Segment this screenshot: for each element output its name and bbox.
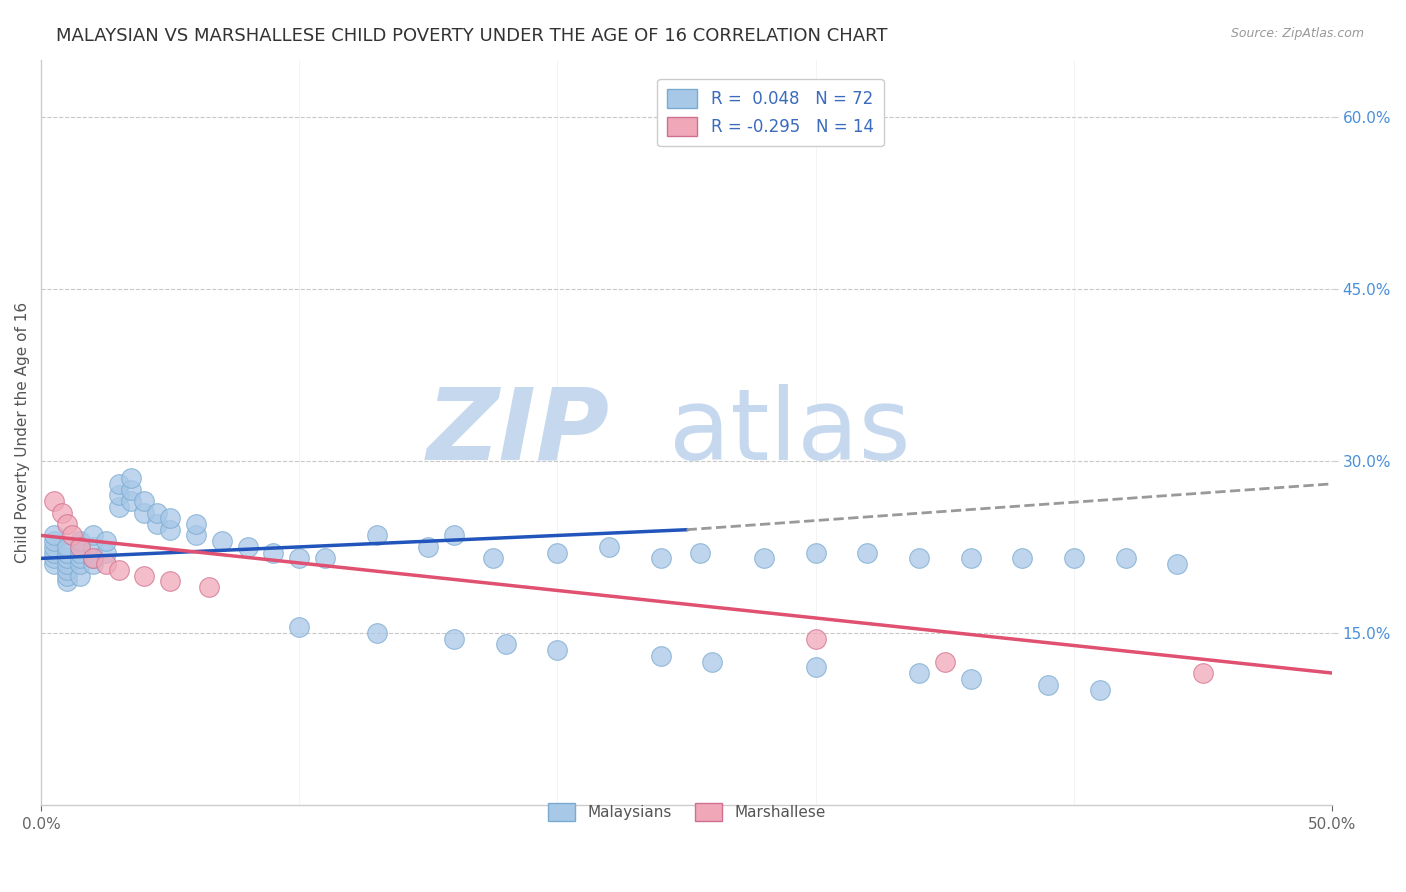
Point (69, 540, 91, 554)
Point (42, 557, 65, 571)
Point (1088, 683, 1111, 698)
Point (146, 506, 169, 520)
Point (443, 632, 465, 646)
Point (482, 551, 505, 566)
Point (689, 546, 711, 560)
Point (82, 557, 104, 571)
Point (107, 500, 129, 514)
Point (1036, 677, 1059, 691)
Point (69, 546, 91, 560)
Point (288, 551, 311, 566)
Point (314, 551, 336, 566)
Point (42, 551, 65, 566)
Point (184, 516, 207, 531)
Point (598, 540, 620, 554)
Point (69, 568, 91, 582)
Point (959, 551, 981, 566)
Point (107, 563, 129, 577)
Point (908, 666, 931, 681)
Point (56, 568, 79, 582)
Point (547, 643, 569, 657)
Text: Source: ZipAtlas.com: Source: ZipAtlas.com (1230, 27, 1364, 40)
Point (146, 516, 169, 531)
Point (82, 528, 104, 542)
Point (56, 574, 79, 589)
Point (121, 494, 143, 508)
Point (94, 546, 117, 560)
Point (42, 540, 65, 554)
Text: atlas: atlas (669, 384, 911, 481)
Point (418, 540, 440, 554)
Point (82, 540, 104, 554)
Point (56, 540, 79, 554)
Point (804, 546, 827, 560)
Point (82, 551, 104, 566)
Point (702, 655, 724, 669)
Point (56, 557, 79, 571)
Point (1011, 551, 1033, 566)
Point (56, 516, 79, 531)
Point (908, 551, 931, 566)
Point (366, 528, 388, 542)
Point (650, 648, 672, 663)
Point (56, 551, 79, 566)
Text: MALAYSIAN VS MARSHALLESE CHILD POVERTY UNDER THE AGE OF 16 CORRELATION CHART: MALAYSIAN VS MARSHALLESE CHILD POVERTY U… (56, 27, 887, 45)
Point (1192, 666, 1215, 681)
Point (211, 534, 233, 549)
Point (121, 483, 143, 497)
Point (366, 626, 388, 640)
Point (159, 511, 181, 525)
Point (42, 494, 65, 508)
Point (752, 551, 775, 566)
Legend: Malaysians, Marshallese: Malaysians, Marshallese (541, 797, 832, 827)
Point (184, 528, 207, 542)
Point (121, 471, 143, 485)
Point (134, 494, 156, 508)
Point (1166, 557, 1188, 571)
Point (107, 476, 129, 491)
Point (107, 488, 129, 502)
Point (94, 534, 117, 549)
Point (934, 655, 956, 669)
Point (650, 551, 672, 566)
Point (159, 574, 181, 589)
Point (959, 672, 981, 686)
Point (51, 506, 73, 520)
Point (263, 546, 285, 560)
Y-axis label: Child Poverty Under the Age of 16: Child Poverty Under the Age of 16 (15, 301, 30, 563)
Point (1063, 551, 1085, 566)
Point (856, 546, 879, 560)
Point (495, 637, 517, 651)
Point (443, 528, 465, 542)
Point (134, 506, 156, 520)
Point (82, 551, 104, 566)
Point (42, 528, 65, 542)
Point (69, 551, 91, 566)
Point (134, 568, 156, 582)
Point (56, 546, 79, 560)
Point (288, 620, 311, 634)
Point (56, 563, 79, 577)
Point (1115, 551, 1137, 566)
Point (69, 557, 91, 571)
Point (159, 523, 181, 537)
Point (547, 546, 569, 560)
Point (42, 546, 65, 560)
Point (94, 557, 117, 571)
Point (804, 660, 827, 674)
Point (60, 528, 83, 542)
Point (42, 534, 65, 549)
Point (69, 534, 91, 549)
Point (804, 632, 827, 646)
Point (198, 580, 221, 594)
Text: ZIP: ZIP (426, 384, 609, 481)
Point (236, 540, 259, 554)
